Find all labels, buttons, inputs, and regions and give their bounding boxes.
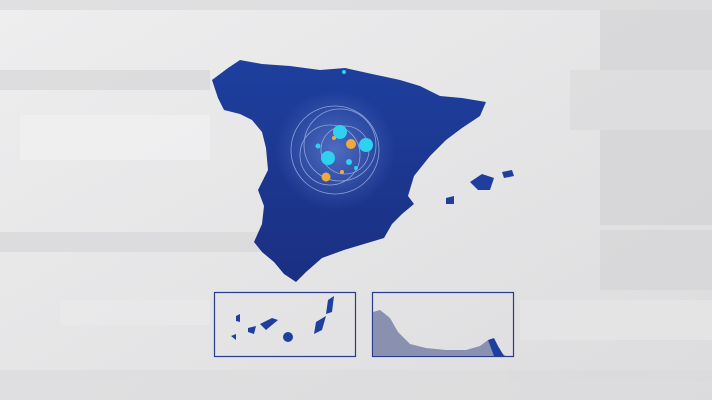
mallorca xyxy=(470,174,494,190)
menorca xyxy=(502,170,514,178)
rings xyxy=(290,105,380,195)
spain-map xyxy=(212,60,514,282)
north-africa-inset xyxy=(371,291,515,358)
ibiza xyxy=(446,196,454,204)
glow xyxy=(275,90,395,210)
dots xyxy=(315,70,373,182)
canary-inset xyxy=(213,291,357,358)
